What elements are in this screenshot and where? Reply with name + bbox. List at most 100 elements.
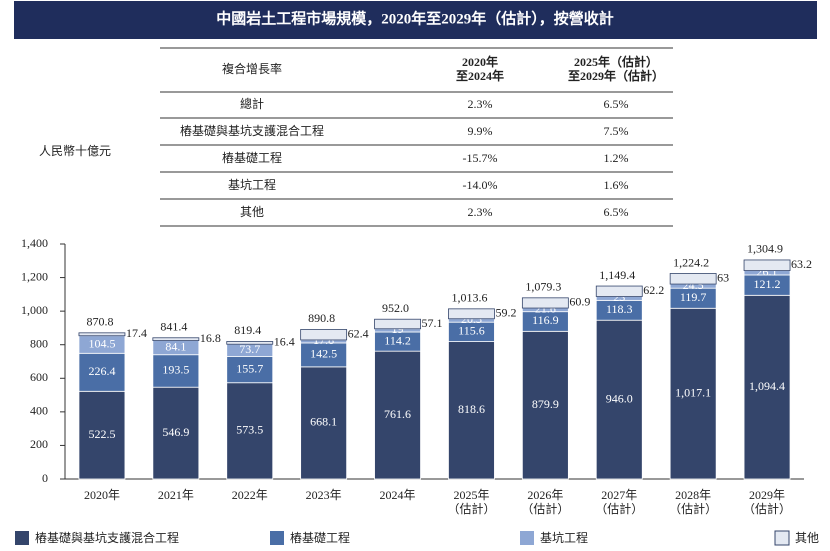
data-label: 573.5 bbox=[236, 423, 263, 437]
bar-segment bbox=[78, 352, 126, 392]
total-label: 819.4 bbox=[234, 323, 261, 337]
data-label: 16.8 bbox=[200, 331, 221, 345]
table-cell: 9.9% bbox=[468, 124, 493, 138]
legend-label: 其他 bbox=[795, 531, 819, 545]
bar-segment bbox=[521, 330, 569, 480]
bar-segment bbox=[226, 341, 274, 345]
y-tick-label: 600 bbox=[30, 370, 48, 384]
table-cell: 樁基礎工程 bbox=[222, 150, 282, 165]
legend-label: 樁基礎與基坑支護混合工程 bbox=[35, 530, 179, 545]
y-tick-label: 1,400 bbox=[21, 236, 48, 250]
bar-segment bbox=[78, 390, 126, 480]
data-label: 546.9 bbox=[162, 425, 189, 439]
data-label: 60.9 bbox=[569, 295, 590, 309]
title-bar bbox=[14, 1, 817, 39]
y-tick-label: 400 bbox=[30, 404, 48, 418]
bar-segment bbox=[300, 366, 348, 480]
data-label: 1,094.4 bbox=[749, 379, 785, 393]
bar-segment bbox=[743, 294, 791, 480]
table-cell: 樁基礎與基坑支護混合工程 bbox=[180, 123, 324, 138]
total-label: 1,013.6 bbox=[451, 291, 487, 305]
bar-segment bbox=[374, 318, 421, 330]
data-label: 119.7 bbox=[680, 290, 707, 304]
legend-swatch bbox=[270, 531, 284, 545]
x-tick-label: 2022年 bbox=[232, 488, 268, 502]
bar-segment bbox=[300, 329, 348, 341]
table-header: 複合增長率 bbox=[222, 61, 282, 76]
table-cell: 總計 bbox=[240, 96, 264, 111]
table-cell: 2.3% bbox=[468, 205, 493, 219]
y-axis-label: 人民幣十億元 bbox=[39, 144, 111, 158]
bar-segment bbox=[521, 297, 569, 309]
data-label: 116.9 bbox=[532, 313, 559, 327]
x-tick-label: 2027年（估計） bbox=[595, 488, 643, 516]
bar-segment bbox=[78, 332, 126, 337]
table-header: 2020年至2024年 bbox=[456, 54, 504, 83]
table-header: 2025年（估計）至2029年（估計） bbox=[568, 54, 664, 83]
table-cell: 1.6% bbox=[604, 178, 629, 192]
table-cell: 1.2% bbox=[604, 151, 629, 165]
bar-segment bbox=[595, 319, 643, 480]
data-label: 115.6 bbox=[458, 324, 485, 338]
table bbox=[160, 47, 673, 227]
data-label: 16.4 bbox=[274, 335, 295, 349]
data-label: 114.2 bbox=[384, 333, 411, 347]
bar-segment bbox=[226, 356, 274, 384]
x-tick-label: 2020年 bbox=[84, 488, 120, 502]
data-label: 818.6 bbox=[458, 402, 485, 416]
total-label: 841.4 bbox=[160, 320, 187, 334]
table-cell: -15.7% bbox=[463, 151, 498, 165]
data-label: 118.3 bbox=[606, 302, 633, 316]
data-label: 63 bbox=[717, 271, 729, 285]
table-cell: 7.5% bbox=[604, 124, 629, 138]
x-tick-label: 2029年（估計） bbox=[743, 488, 791, 516]
total-label: 870.8 bbox=[86, 315, 113, 329]
bar-segment bbox=[152, 386, 200, 480]
x-tick-label: 2026年（估計） bbox=[521, 488, 569, 516]
title: 中國岩土工程市場規模，2020年至2029年（估計），按營收計 bbox=[216, 9, 614, 27]
data-label: 59.2 bbox=[495, 306, 516, 320]
legend-label: 基坑工程 bbox=[540, 530, 588, 545]
data-label: 761.6 bbox=[384, 407, 411, 421]
table-cell: 基坑工程 bbox=[228, 177, 276, 192]
bar-segment bbox=[226, 382, 274, 480]
legend-swatch bbox=[15, 531, 29, 545]
x-tick-label: 2025年（估計） bbox=[447, 488, 495, 516]
total-label: 1,304.9 bbox=[747, 242, 783, 256]
total-label: 1,149.4 bbox=[599, 268, 635, 282]
legend-label: 樁基礎工程 bbox=[290, 530, 350, 545]
x-tick-label: 2028年（估計） bbox=[669, 488, 717, 516]
data-label: 155.7 bbox=[236, 361, 263, 375]
x-tick-label: 2021年 bbox=[158, 488, 194, 502]
bar-segment bbox=[152, 337, 200, 342]
table-cell: 其他 bbox=[240, 205, 264, 219]
data-label: 17.4 bbox=[126, 326, 147, 340]
x-tick-label: 2023年 bbox=[306, 488, 342, 502]
data-label: 62.4 bbox=[348, 326, 369, 340]
total-label: 1,079.3 bbox=[525, 280, 561, 294]
bar-segment bbox=[669, 273, 717, 285]
data-label: 84.1 bbox=[165, 339, 186, 353]
bar-segment bbox=[743, 259, 791, 271]
data-label: 142.5 bbox=[310, 347, 337, 361]
y-tick-label: 800 bbox=[30, 336, 48, 350]
data-label: 226.4 bbox=[88, 364, 115, 378]
data-label: 63.2 bbox=[791, 257, 812, 271]
data-label: 1,017.1 bbox=[675, 385, 711, 399]
data-label: 73.7 bbox=[239, 342, 260, 356]
data-label: 193.5 bbox=[162, 363, 189, 377]
bar-segment bbox=[595, 285, 643, 297]
data-label: 668.1 bbox=[310, 415, 337, 429]
total-label: 952.0 bbox=[382, 301, 409, 315]
data-label: 57.1 bbox=[422, 316, 443, 330]
y-tick-label: 1,000 bbox=[21, 303, 48, 317]
y-tick-label: 0 bbox=[42, 471, 48, 485]
data-label: 62.2 bbox=[643, 283, 664, 297]
bar-segment bbox=[669, 307, 717, 480]
table-cell: -14.0% bbox=[463, 178, 498, 192]
x-tick-label: 2024年 bbox=[380, 488, 416, 502]
total-label: 890.8 bbox=[308, 311, 335, 325]
table-cell: 6.5% bbox=[604, 205, 629, 219]
data-label: 104.5 bbox=[88, 336, 115, 350]
